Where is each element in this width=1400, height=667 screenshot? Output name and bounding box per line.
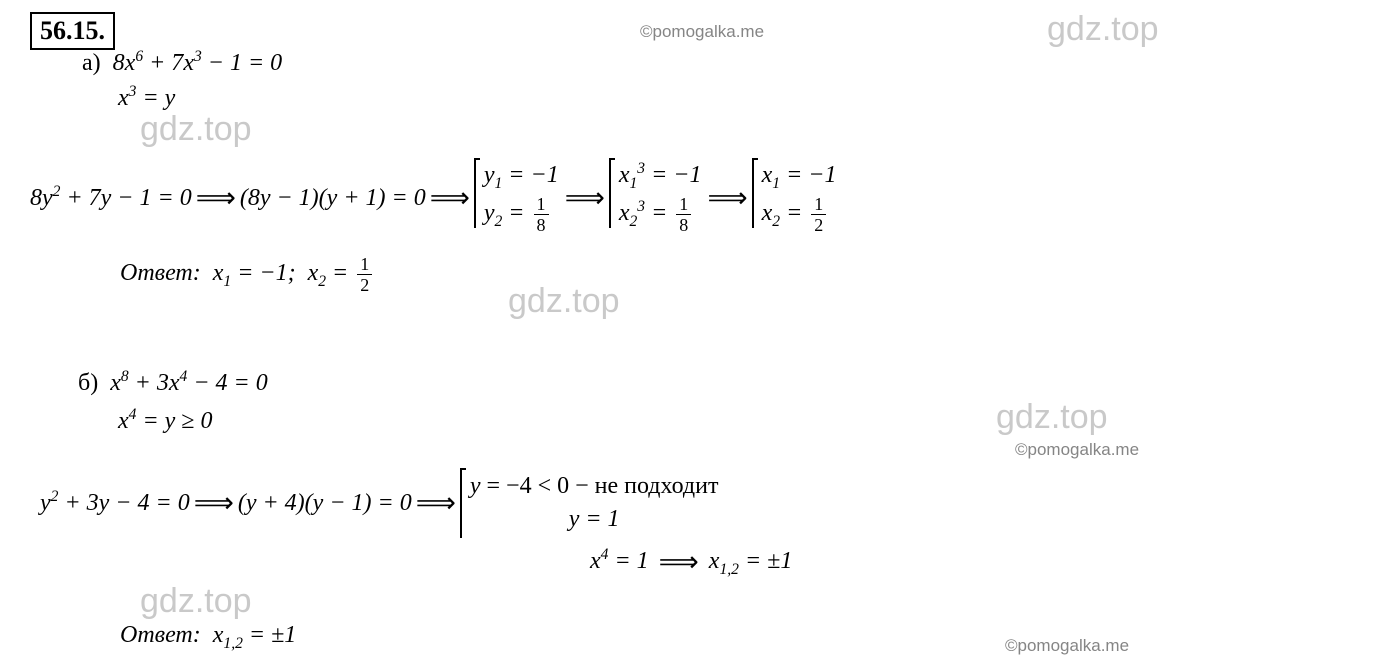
gdz-center: gdz.top: [508, 282, 620, 321]
part-a-label: а) 8x6 + 7x3 − 1 = 0: [82, 50, 282, 77]
gdz-mid-left: gdz.top: [140, 110, 252, 149]
ans-label-a: Ответ:: [120, 260, 201, 286]
ans-b-val: x1,2 = ±1: [213, 622, 297, 648]
watermark-top: ©pomogalka.me: [640, 22, 764, 42]
y1: y1 = −1: [484, 162, 559, 189]
bracket-x: x1 = −1 x2 = 12: [752, 158, 839, 238]
gdz-right-mid: gdz.top: [996, 398, 1108, 437]
lbr3: [752, 158, 758, 228]
by1: y = −4 < 0 − не подходит: [470, 473, 719, 500]
line-b-2: y2 + 3y − 4 = 0 ⟹ (y + 4)(y − 1) = 0 ⟹ y…: [40, 468, 720, 538]
fact-b: (y + 4)(y − 1) = 0: [238, 490, 412, 517]
x12pm: x1,2 = ±1: [709, 548, 793, 574]
watermark-bottom: ©pomogalka.me: [1005, 636, 1129, 656]
bracket-y: y1 = −1 y2 = 18: [474, 158, 561, 238]
by2: y = 1: [569, 506, 620, 533]
arrow-b1: ⟹: [194, 486, 234, 520]
line-b-3: x4 = 1 ⟹ x1,2 = ±1: [590, 545, 792, 579]
fact: (8y − 1)(y + 1) = 0: [240, 185, 426, 212]
gdz-top-right: gdz.top: [1047, 10, 1159, 49]
bracket-b: y = −4 < 0 − не подходит y = 1: [460, 468, 721, 538]
arrow3: ⟹: [565, 181, 605, 215]
lbr1: [474, 158, 480, 228]
x23: x23 = 18: [619, 195, 702, 234]
answer-b: Ответ: x1,2 = ±1: [120, 622, 296, 649]
part-b-label: б) x8 + 3x4 − 4 = 0: [78, 370, 268, 397]
x2: x2 = 12: [762, 195, 837, 234]
ans-x2: x2 = 12: [308, 260, 376, 286]
answer-a: Ответ: x1 = −1; x2 = 12: [120, 255, 375, 294]
ly-b: y2 + 3y − 4 = 0: [40, 490, 190, 517]
ans-label-b: Ответ:: [120, 622, 201, 648]
x4eq: x4 = 1: [590, 548, 649, 574]
eq-b-1: x8 + 3x4 − 4 = 0: [110, 370, 268, 396]
ly: 8y2 + 7y − 1 = 0: [30, 185, 192, 212]
lbr2: [609, 158, 615, 228]
x13: x13 = −1: [619, 162, 702, 189]
bracket-x3: x13 = −1 x23 = 18: [609, 158, 704, 238]
sub-b: x4 = y ≥ 0: [118, 408, 212, 435]
arrow-b2: ⟹: [416, 486, 456, 520]
arrow-b3: ⟹: [659, 547, 699, 578]
line-a-2: 8y2 + 7y − 1 = 0 ⟹ (8y − 1)(y + 1) = 0 ⟹…: [30, 158, 838, 238]
eq-a-1: 8x6 + 7x3 − 1 = 0: [113, 50, 283, 76]
arrow2: ⟹: [430, 181, 470, 215]
problem-number-box: 56.15.: [30, 12, 115, 50]
arrow1: ⟹: [196, 181, 236, 215]
y2: y2 = 18: [484, 195, 559, 234]
label-a: а): [82, 50, 101, 76]
watermark-right: ©pomogalka.me: [1015, 440, 1139, 460]
ans-x1: x1 = −1;: [213, 260, 296, 286]
lbr-b: [460, 468, 466, 538]
sub-a: x3 = y: [118, 85, 175, 112]
arrow4: ⟹: [707, 181, 747, 215]
x1: x1 = −1: [762, 162, 837, 189]
label-b: б): [78, 370, 98, 396]
gdz-bottom-left: gdz.top: [140, 582, 252, 621]
